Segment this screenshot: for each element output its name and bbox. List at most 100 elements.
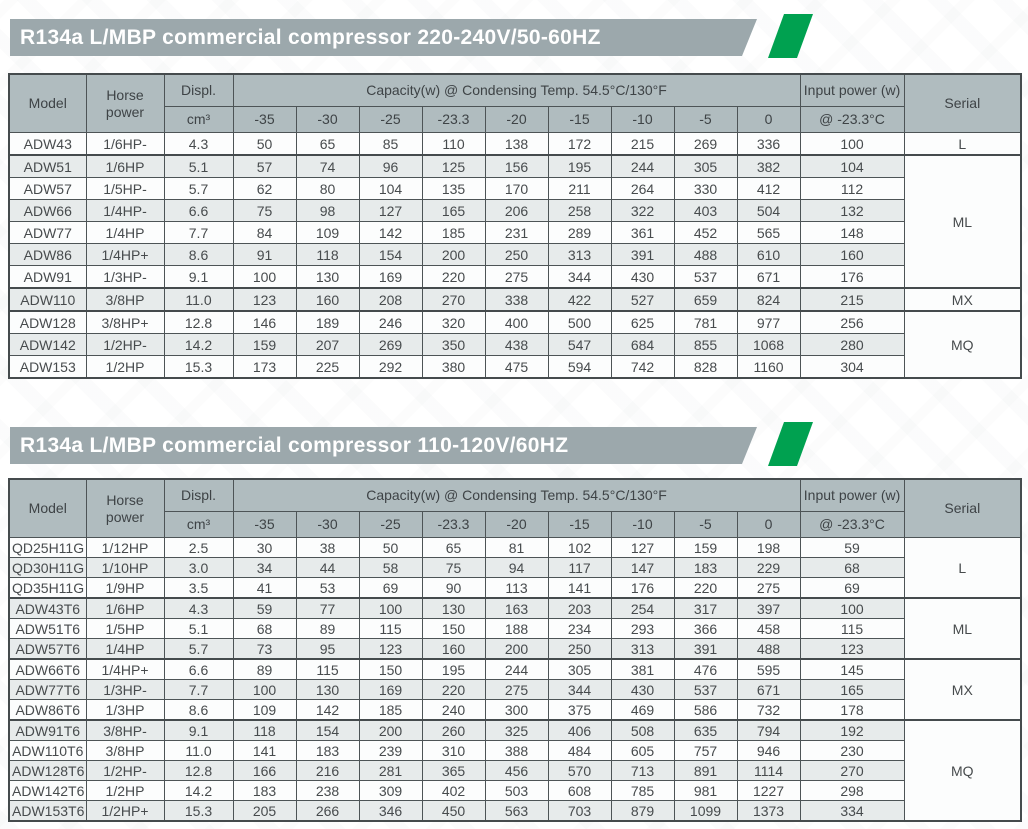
table-row: ADW57 1/5HP- 5.7 62 80 104 135 170 211 264 330 412 1…: [8, 177, 1021, 200]
capacity-cell: 89: [232, 658, 297, 680]
displacement-cell: 2.5: [163, 537, 234, 558]
capacity-cell: 305: [673, 154, 738, 178]
input-power-cell: 69: [799, 577, 905, 599]
col-header-displacement: Displ.: [163, 478, 234, 512]
capacity-cell: 220: [673, 577, 738, 599]
horsepower-cell: 1/10HP: [85, 557, 165, 578]
input-power-cell: 100: [799, 597, 905, 619]
capacity-cell: 537: [673, 679, 738, 700]
horsepower-cell: 1/12HP: [85, 537, 165, 558]
capacity-cell: 1099: [673, 800, 738, 822]
horsepower-cell: 1/3HP: [85, 699, 165, 721]
capacity-cell: 234: [547, 618, 612, 639]
capacity-cell: 260: [421, 719, 486, 741]
serial-cell: L: [903, 132, 1022, 156]
capacity-cell: 142: [295, 699, 360, 721]
table-row: ADW128 3/8HP+ 12.8 146 189 246 320 400 500 625 781…: [8, 310, 1022, 379]
horsepower-cell: 1/5HP-: [85, 177, 165, 200]
capacity-cell: 330: [673, 177, 738, 200]
capacity-cell: 188: [484, 618, 549, 639]
col-header-temp: -15: [547, 106, 612, 133]
table-body: QD25H11G 1/12HP 2.5 30 38 50 65 81 102 127 159 198 5…: [8, 537, 1022, 822]
col-header-temp: -25: [358, 106, 423, 133]
col-header-temp: -23.3: [421, 511, 486, 538]
capacity-cell: 946: [736, 740, 801, 761]
capacity-cell: 141: [547, 577, 612, 599]
input-power-cell: 104: [799, 154, 905, 178]
capacity-cell: 159: [232, 333, 297, 356]
capacity-cell: 595: [736, 658, 801, 680]
col-header-displ-unit: cm³: [163, 511, 234, 538]
table-row: ADW142T6 1/2HP 14.2 183 238 309 402 503 608 785 98…: [8, 780, 1021, 801]
capacity-cell: 381: [610, 658, 675, 680]
table-row: ADW110T6 3/8HP 11.0 141 183 239 310 388 484 605 75…: [8, 740, 1021, 761]
model-cell: ADW86T6: [8, 699, 87, 721]
capacity-cell: 100: [232, 679, 297, 700]
capacity-cell: 74: [295, 154, 360, 178]
capacity-cell: 469: [610, 699, 675, 721]
table-row: ADW153T6 1/2HP+ 15.3 205 266 346 450 563 703 879 1…: [8, 800, 1021, 822]
capacity-cell: 317: [673, 597, 738, 619]
capacity-cell: 183: [232, 780, 297, 801]
capacity-cell: 325: [484, 719, 549, 741]
capacity-cell: 90: [421, 577, 486, 599]
displacement-cell: 11.0: [163, 740, 234, 761]
horsepower-cell: 1/4HP+: [85, 658, 165, 680]
capacity-cell: 62: [232, 177, 297, 200]
table-row: QD30H11G 1/10HP 3.0 34 44 58 75 94 117 147 183 229 6…: [8, 557, 1021, 578]
capacity-cell: 484: [547, 740, 612, 761]
input-power-cell: 304: [799, 355, 905, 379]
model-cell: QD35H11G: [8, 577, 87, 599]
table-row: ADW86 1/4HP+ 8.6 91 118 154 200 250 313 391 488 610…: [8, 243, 1021, 266]
capacity-cell: 85: [358, 132, 423, 156]
capacity-cell: 130: [295, 679, 360, 700]
capacity-cell: 1114: [736, 760, 801, 781]
horsepower-cell: 3/8HP: [85, 287, 165, 312]
capacity-cell: 402: [421, 780, 486, 801]
section-title-banner-1: R134a L/MBP commercial compressor 220-24…: [10, 14, 1020, 58]
section-title-2: R134a L/MBP commercial compressor 110-12…: [20, 433, 569, 457]
input-power-cell: 176: [799, 265, 905, 289]
horsepower-cell: 1/4HP-: [85, 199, 165, 222]
col-header-temp: 0: [736, 511, 801, 538]
displacement-cell: 11.0: [163, 287, 234, 312]
capacity-cell: 183: [295, 740, 360, 761]
table-body: ADW43 1/6HP- 4.3 50 65 85 110 138 172 215 269 336 10…: [8, 132, 1022, 379]
capacity-cell: 118: [232, 719, 297, 741]
model-cell: ADW153T6: [8, 800, 87, 822]
capacity-cell: 366: [673, 618, 738, 639]
capacity-cell: 211: [547, 177, 612, 200]
model-cell: ADW86: [8, 243, 87, 266]
serial-cell: MQ: [903, 310, 1022, 379]
model-cell: ADW142: [8, 333, 87, 356]
col-header-temp: -30: [295, 511, 360, 538]
capacity-cell: 671: [736, 679, 801, 700]
displacement-cell: 8.6: [163, 699, 234, 721]
table-row: ADW91 1/3HP- 9.1 100 130 169 220 275 344 430 537 67…: [8, 265, 1021, 289]
capacity-cell: 44: [295, 557, 360, 578]
capacity-cell: 1373: [736, 800, 801, 822]
horsepower-cell: 1/3HP-: [85, 265, 165, 289]
displacement-cell: 9.1: [163, 719, 234, 741]
capacity-cell: 118: [295, 243, 360, 266]
horsepower-cell: 1/6HP: [85, 154, 165, 178]
model-cell: ADW110T6: [8, 740, 87, 761]
displacement-cell: 6.6: [163, 199, 234, 222]
capacity-cell: 94: [484, 557, 549, 578]
input-power-cell: 165: [799, 679, 905, 700]
capacity-cell: 81: [484, 537, 549, 558]
capacity-cell: 195: [547, 154, 612, 178]
capacity-cell: 586: [673, 699, 738, 721]
horsepower-cell: 1/2HP-: [85, 333, 165, 356]
col-header-capacity: Capacity(w) @ Condensing Temp. 54.5°C/13…: [232, 478, 801, 512]
displacement-cell: 12.8: [163, 310, 234, 334]
table-row: ADW128T6 1/2HP- 12.8 166 216 281 365 456 570 713 8…: [8, 760, 1021, 781]
capacity-cell: 403: [673, 199, 738, 222]
col-header-temp: -5: [673, 106, 738, 133]
capacity-cell: 338: [484, 287, 549, 312]
capacity-cell: 125: [421, 154, 486, 178]
capacity-cell: 110: [421, 132, 486, 156]
model-cell: ADW91: [8, 265, 87, 289]
capacity-cell: 115: [358, 618, 423, 639]
